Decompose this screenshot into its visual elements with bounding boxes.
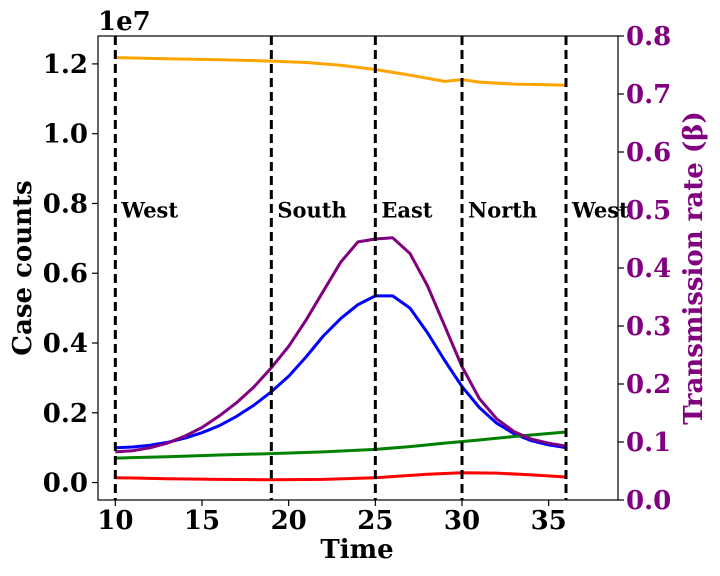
region-label: West (120, 197, 178, 222)
y-axis-label: Case counts (8, 180, 38, 355)
offset-text: 1e7 (98, 7, 151, 37)
y2-tick-label: 0.1 (626, 428, 671, 458)
y2-tick-label: 0.0 (626, 486, 671, 516)
y-tick-label: 0.6 (43, 259, 88, 289)
blue-series-line (115, 294, 567, 450)
x-tick-label: 30 (444, 506, 480, 536)
region-label: East (381, 197, 432, 222)
x-tick-label: 10 (97, 506, 133, 536)
y-tick-label: 0.4 (43, 329, 88, 359)
orange-series-line (115, 56, 567, 87)
y-tick-label: 0.2 (43, 399, 88, 429)
x-axis-label: Time (320, 535, 393, 565)
x-axis-ticks: 10 15 20 25 30 35 (97, 500, 567, 536)
purple-series-line (115, 236, 567, 454)
y2-axis-label: Transmission rate (β) (679, 111, 709, 424)
region-boundaries (113, 36, 568, 500)
y-tick-label: 1.2 (43, 50, 88, 80)
y-tick-label: 1.0 (43, 120, 88, 150)
y2-tick-label: 0.2 (626, 370, 671, 400)
y2-tick-label: 0.7 (626, 80, 671, 110)
x-tick-label: 15 (184, 506, 220, 536)
region-label: North (468, 197, 537, 222)
y2-axis-ticks: 0.0 0.1 0.2 0.3 0.4 0.5 0.6 0.7 0.8 (618, 22, 671, 516)
x-tick-label: 20 (271, 506, 307, 536)
y2-tick-label: 0.4 (626, 254, 671, 284)
y2-tick-label: 0.3 (626, 312, 671, 342)
y-axis-ticks: 0.0 0.2 0.4 0.6 0.8 1.0 1.2 (43, 50, 98, 499)
y2-tick-label: 0.8 (626, 22, 671, 52)
region-label: South (277, 197, 346, 222)
x-tick-label: 35 (531, 506, 567, 536)
y-tick-label: 0.8 (43, 189, 88, 219)
y-tick-label: 0.0 (43, 469, 88, 499)
y2-tick-label: 0.6 (626, 138, 671, 168)
x-tick-label: 25 (357, 506, 393, 536)
y2-tick-label: 0.5 (626, 196, 671, 226)
plot-area (98, 36, 618, 500)
